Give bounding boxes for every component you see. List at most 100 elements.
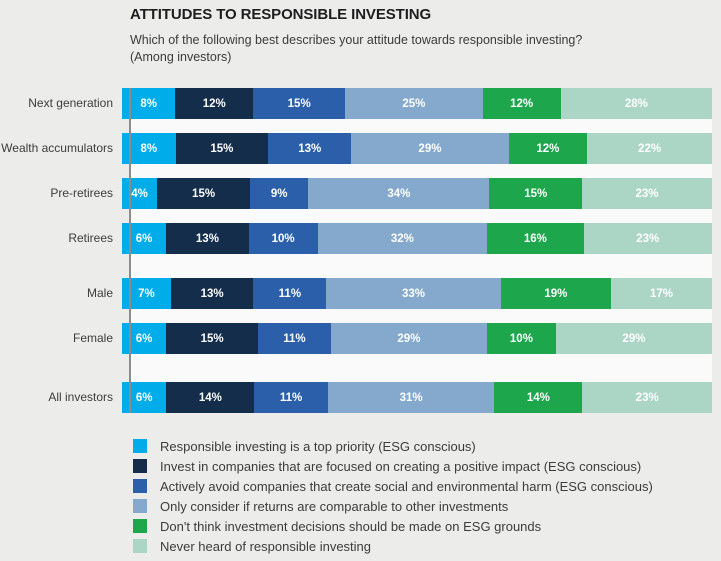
bar-segment: 31% (327, 382, 495, 413)
segment-value: 15% (200, 332, 224, 345)
segment-value: 11% (283, 332, 306, 345)
row-label: Retirees (68, 231, 113, 245)
segment-value: 15% (524, 187, 548, 200)
legend-label: Actively avoid companies that create soc… (160, 478, 653, 494)
bar-segment: 29% (330, 323, 487, 354)
legend-item: Don't think investment decisions should … (133, 516, 721, 536)
segment-value: 19% (544, 287, 568, 300)
segment-value: 17% (649, 287, 673, 300)
bar-stack: 8% 15% 13% 29% 12% 22% (122, 133, 712, 164)
bar-segment: 10% (486, 323, 556, 354)
bar-segment: 13% (268, 133, 352, 164)
legend-swatch (133, 459, 147, 473)
vertical-axis-line (129, 88, 131, 413)
row-label: Wealth accumulators (1, 141, 113, 155)
legend-label: Only consider if returns are comparable … (160, 498, 509, 514)
bar-segment: 4% (122, 178, 158, 209)
row-label: Female (72, 331, 113, 345)
chart-row: All investors 6% 14% 11% 31% 14% 23% (0, 382, 713, 413)
bar-segment: 12% (508, 133, 588, 164)
segment-value: 25% (402, 97, 426, 110)
bar-stack: 8% 12% 15% 25% 12% 28% (122, 88, 712, 119)
legend-swatch (133, 479, 147, 493)
bar-segment: 15% (489, 178, 583, 209)
stacked-bar-chart: Next generation 8% 12% 15% 25% 12% 28% Wealth a… (0, 88, 721, 413)
legend-label: Responsible investing is a top priority … (160, 438, 476, 454)
segment-value: 32% (390, 232, 414, 245)
bar-segment: 15% (175, 133, 269, 164)
bar-segment: 29% (351, 133, 509, 164)
chart-row: Next generation 8% 12% 15% 25% 12% 28% (0, 88, 712, 119)
bar-segment: 9% (249, 178, 309, 209)
row-label: All investors (48, 390, 113, 404)
legend-label: Don't think investment decisions should … (160, 518, 542, 534)
bar-stack: 6% 14% 11% 31% 14% 23% (122, 382, 713, 413)
segment-value: 15% (287, 97, 311, 110)
bar-segment: 14% (166, 382, 255, 413)
bar-segment: 11% (253, 278, 327, 309)
bar-segment: 33% (326, 278, 501, 309)
segment-value: 29% (397, 332, 421, 345)
bar-segment: 15% (166, 323, 259, 354)
segment-value: 7% (138, 287, 155, 300)
bar-segment: 13% (170, 278, 254, 309)
chart-row: Wealth accumulators 8% 15% 13% 29% 12% 22% (0, 133, 712, 164)
bar-segment: 14% (494, 382, 583, 413)
segment-value: 15% (192, 187, 216, 200)
bar-segment: 28% (560, 88, 712, 119)
legend-swatch (133, 519, 147, 533)
chart-rows: Next generation 8% 12% 15% 25% 12% 28% Wealth a… (0, 88, 721, 413)
bar-segment: 12% (482, 88, 561, 119)
bar-stack: 6% 13% 10% 32% 16% 23% (122, 223, 712, 254)
legend-swatch (133, 499, 147, 513)
legend-item: Only consider if returns are comparable … (133, 496, 721, 516)
legend-swatch (133, 439, 147, 453)
chart-row: Pre-retirees 4% 15% 9% 34% 15% 23% (0, 178, 712, 209)
bar-segment: 15% (157, 178, 250, 209)
segment-value: 12% (536, 142, 560, 155)
bar-segment: 23% (582, 178, 712, 209)
segment-value: 23% (635, 391, 659, 404)
segment-value: 31% (399, 391, 423, 404)
bar-segment: 23% (583, 223, 712, 254)
segment-value: 4% (131, 187, 148, 200)
bar-segment: 12% (175, 88, 254, 119)
legend-item: Never heard of responsible investing (133, 536, 721, 556)
chart-title: ATTITUDES TO RESPONSIBLE INVESTING (130, 6, 432, 23)
row-label: Male (86, 286, 113, 300)
segment-value: 10% (509, 332, 533, 345)
segment-value: 6% (135, 391, 153, 404)
legend-item: Actively avoid companies that create soc… (133, 476, 721, 496)
chart-row: Female 6% 15% 11% 29% 10% 29% (0, 323, 712, 354)
segment-value: 11% (279, 391, 303, 404)
bar-stack: 4% 15% 9% 34% 15% 23% (122, 178, 712, 209)
chart-row: Male 7% 13% 11% 33% 19% 17% (0, 278, 712, 309)
bar-segment: 22% (587, 133, 712, 164)
bar-segment: 10% (248, 223, 318, 254)
segment-value: 12% (202, 97, 226, 110)
bar-segment: 32% (317, 223, 488, 254)
bar-segment: 29% (555, 323, 712, 354)
segment-value: 16% (523, 232, 547, 245)
segment-value: 34% (387, 187, 411, 200)
segment-value: 23% (635, 187, 659, 200)
segment-value: 13% (195, 232, 219, 245)
segment-value: 29% (418, 142, 442, 155)
segment-value: 28% (624, 97, 648, 110)
segment-value: 8% (140, 97, 157, 110)
bar-segment: 16% (487, 223, 584, 254)
legend-item: Invest in companies that are focused on … (133, 456, 721, 476)
segment-value: 33% (402, 287, 426, 300)
chart-legend: Responsible investing is a top priority … (133, 436, 721, 556)
segment-value: 13% (200, 287, 224, 300)
segment-value: 14% (198, 391, 222, 404)
row-label: Pre-retirees (50, 186, 113, 200)
segment-value: 15% (210, 142, 234, 155)
bar-segment: 15% (253, 88, 346, 119)
chart-header: ATTITUDES TO RESPONSIBLE INVESTING Which… (0, 0, 721, 65)
segment-value: 6% (135, 332, 153, 345)
legend-swatch (133, 539, 147, 553)
segment-value: 12% (510, 97, 534, 110)
segment-value: 22% (638, 142, 662, 155)
